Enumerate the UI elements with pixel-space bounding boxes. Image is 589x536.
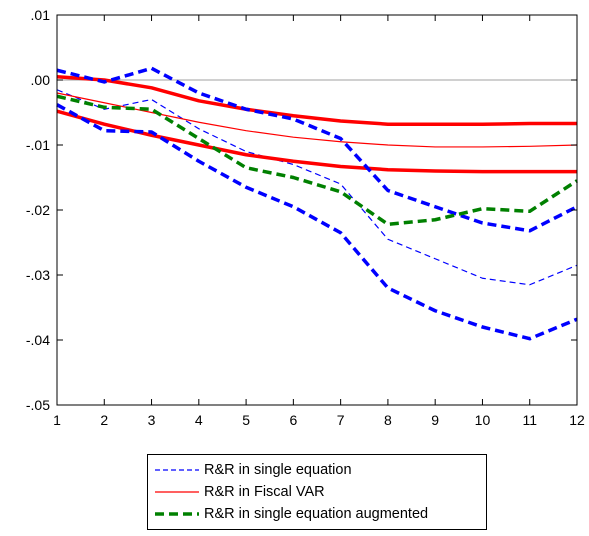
x-axis: 1 2 3 4 5 6 7 8 9 10 11 12: [53, 15, 585, 428]
x-tick-label: 11: [522, 412, 537, 428]
x-tick-label: 12: [569, 412, 585, 428]
legend-item-single-equation-augmented: R&R in single equation augmented: [154, 504, 428, 524]
y-tick-label: -.03: [26, 267, 50, 283]
x-tick-label: 10: [475, 412, 491, 428]
legend-swatch-single-equation-augmented: [155, 512, 199, 516]
y-tick-label: .00: [31, 72, 51, 88]
y-tick-label: -.04: [26, 332, 50, 348]
series-line-5: [56, 109, 577, 174]
series-line-4: [56, 75, 577, 126]
line-chart: .01.00-.01-.02-.03-.04-.05 1 2 3 4 5 6 7 8 9 10 11…: [26, 7, 585, 428]
legend-label: R&R in single equation augmented: [204, 506, 429, 522]
series-line-3: [56, 92, 578, 148]
x-tick-label: 9: [431, 412, 439, 428]
x-tick-label: 1: [53, 412, 61, 428]
plot-frame: [56, 14, 578, 406]
legend-item-single-equation: R&R in single equation: [154, 460, 352, 480]
x-tick-label: 2: [100, 412, 108, 428]
y-tick-label: .01: [31, 7, 51, 23]
x-tick-label: 5: [242, 412, 250, 428]
x-tick-label: 3: [148, 412, 156, 428]
x-tick-label: 6: [289, 412, 297, 428]
x-tick-label: 4: [195, 412, 203, 428]
y-tick-label: -.05: [26, 397, 50, 413]
x-tick-label: 7: [337, 412, 345, 428]
series-line-0: [56, 89, 578, 286]
series-line-6: [56, 94, 578, 227]
legend-swatch-single-equation: [155, 469, 199, 471]
legend-label: R&R in single equation: [204, 462, 352, 478]
y-tick-label: -.01: [26, 137, 50, 153]
legend-item-fiscal-var: R&R in Fiscal VAR: [154, 482, 325, 502]
legend: R&R in single equation R&R in Fiscal VAR…: [147, 454, 487, 530]
x-tick-label: 8: [384, 412, 392, 428]
series-group: [56, 66, 578, 341]
series-line-1: [56, 66, 578, 233]
y-axis: .01 .00 -.01 -.02 -.03 -.04 -.05: [26, 7, 577, 413]
y-tick-label: -.02: [26, 202, 50, 218]
legend-label: R&R in Fiscal VAR: [204, 484, 325, 500]
series-line-2: [56, 103, 578, 341]
legend-swatch-fiscal-var: [155, 491, 199, 493]
